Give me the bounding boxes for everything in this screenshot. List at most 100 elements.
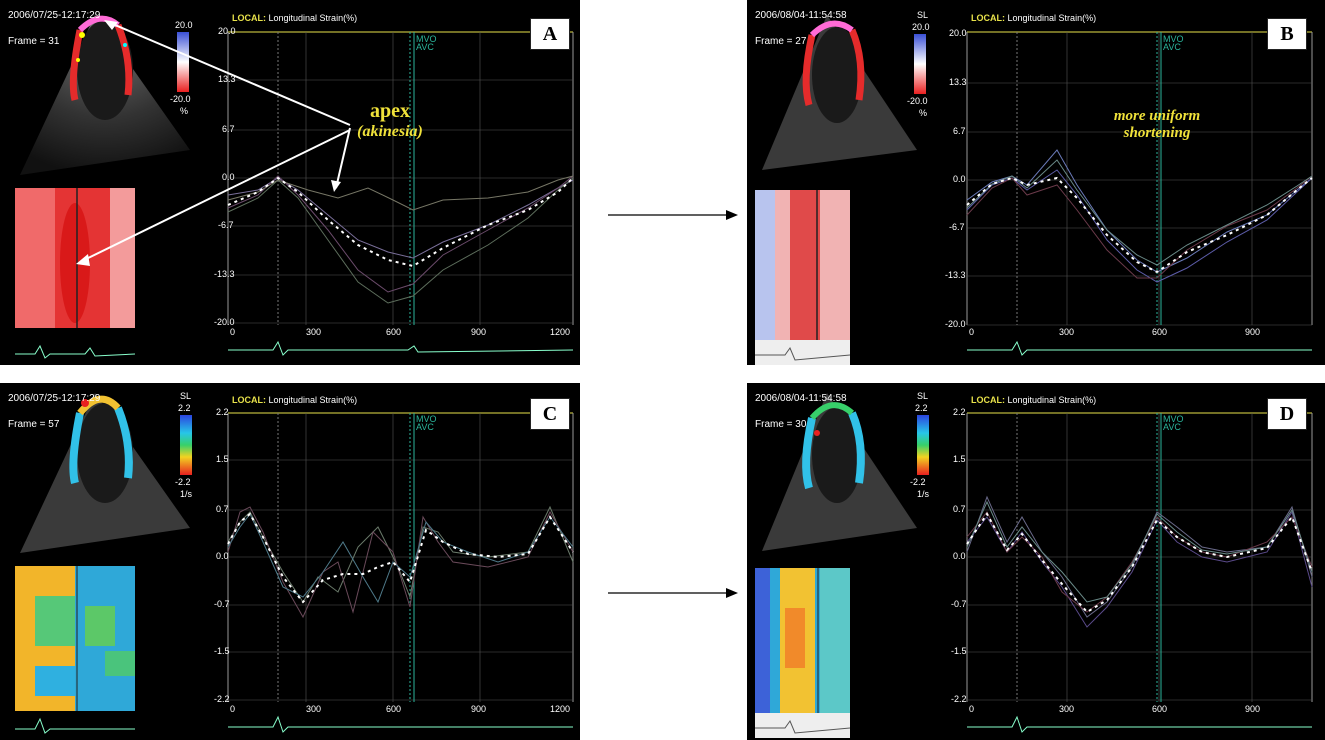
echo-image-d xyxy=(747,383,937,568)
scale-top-c: 2.2 xyxy=(178,403,191,413)
xtick-b-1: 300 xyxy=(1059,327,1074,337)
xtick-a-0: 0 xyxy=(230,327,235,337)
panel-b: 2006/08/04-11:54:58 Frame = 27 SL 20.0 -… xyxy=(747,0,1325,365)
panel-c: 2006/07/25-12:17:29 Frame = 57 SL 2.2 -2… xyxy=(0,383,580,740)
ytick-d-3: 0.0 xyxy=(953,551,966,561)
echo-image-c xyxy=(0,383,215,568)
xtick-c-0: 0 xyxy=(230,704,235,714)
mvo-label-d: MVO xyxy=(1163,414,1184,424)
avc-label-c: AVC xyxy=(416,422,434,432)
colorbar-d xyxy=(917,415,929,475)
frame-label-c: Frame = 57 xyxy=(8,419,60,430)
apex-arrows xyxy=(76,20,351,266)
strain-rate-plot-d: MVO AVC 2.2 1.5 0.7 0.0 -0.7 -1.5 -2.2 0… xyxy=(951,402,1313,737)
avc-label-a: AVC xyxy=(416,42,434,52)
strain-svg-a: MVO AVC 20.0 13.3 6.7 0.0 -6.7 -13.3 -20… xyxy=(214,26,574,356)
scale-label-d: SL xyxy=(917,391,929,401)
mmode-map-b xyxy=(755,190,850,340)
scale-unit-c: 1/s xyxy=(180,489,193,499)
ytick-a-1: 13.3 xyxy=(218,74,236,84)
timestamp-c: 2006/07/25-12:17:29 xyxy=(8,393,101,404)
timestamp-b: 2006/08/04-11:54:58 xyxy=(755,10,847,21)
xtick-b-2: 600 xyxy=(1152,327,1167,337)
header-a: LOCAL: Longitudinal Strain(%) xyxy=(232,13,357,23)
ytick-d-0: 2.2 xyxy=(953,407,966,417)
scale-label-b: SL xyxy=(917,10,929,20)
ytick-a-4: -6.7 xyxy=(218,220,234,230)
xtick-d-1: 300 xyxy=(1059,704,1074,714)
panel-d: 2006/08/04-11:54:58 Frame = 30 SL 2.2 -2… xyxy=(747,383,1325,740)
uniform-line2: shortening xyxy=(1123,125,1191,141)
scale-unit-d: 1/s xyxy=(917,489,930,499)
xtick-c-2: 600 xyxy=(386,704,401,714)
header-text: Longitudinal Strain(%) xyxy=(268,13,358,23)
mmode-map-c xyxy=(15,566,135,711)
strain-svg-b: MVO AVC 20.0 13.3 6.7 0.0 -6.7 -13.3 -20… xyxy=(945,28,1313,356)
frame-label-a: Frame = 31 xyxy=(8,36,60,47)
mmode-map-a xyxy=(15,188,135,338)
annotation-uniform: more uniform shortening xyxy=(1087,108,1227,142)
strain-plot-a: MVO AVC 20.0 13.3 6.7 0.0 -6.7 -13.3 -20… xyxy=(214,20,574,360)
header-text-d: Longitudinal Strain(%) xyxy=(1007,395,1097,405)
apex-label: apex xyxy=(370,100,410,122)
header-d: LOCAL: Longitudinal Strain(%) xyxy=(971,395,1096,405)
xtick-b-0: 0 xyxy=(969,327,974,337)
xtick-d-0: 0 xyxy=(969,704,974,714)
panel-letter-b: B xyxy=(1267,18,1307,50)
avc-label-d: AVC xyxy=(1163,422,1181,432)
echo-sector-a xyxy=(20,15,190,175)
header-text-b: Longitudinal Strain(%) xyxy=(1007,13,1097,23)
strain-rate-svg-c: MVO AVC 2.2 1.5 0.7 0.0 -0.7 -1.5 -2.2 0… xyxy=(214,407,574,733)
header-label-b: LOCAL: xyxy=(971,13,1005,23)
akinesia-label: (akinesia) xyxy=(357,123,423,140)
scale-unit-a: % xyxy=(180,106,189,116)
scale-bottom-b: -20.0 xyxy=(907,96,928,106)
ytick-b-4: -6.7 xyxy=(949,222,965,232)
mvo-label-b: MVO xyxy=(1163,34,1184,44)
panel-letter-d: D xyxy=(1267,398,1307,430)
timestamp-d: 2006/08/04-11:54:58 xyxy=(755,393,847,404)
xtick-b-3: 900 xyxy=(1245,327,1260,337)
scale-bottom-a: -20.0 xyxy=(170,94,191,104)
xtick-c-1: 300 xyxy=(306,704,321,714)
scale-bottom-d: -2.2 xyxy=(910,477,926,487)
header-label-d: LOCAL: xyxy=(971,395,1005,405)
ytick-b-2: 6.7 xyxy=(953,126,966,136)
ytick-b-6: -20.0 xyxy=(945,319,966,329)
header-label: LOCAL: xyxy=(232,13,266,23)
xtick-a-3: 900 xyxy=(471,327,486,337)
xtick-c-4: 1200 xyxy=(550,704,570,714)
ytick-c-2: 0.7 xyxy=(216,504,229,514)
ytick-a-5: -13.3 xyxy=(214,269,235,279)
header-b: LOCAL: Longitudinal Strain(%) xyxy=(971,13,1096,23)
xtick-a-1: 300 xyxy=(306,327,321,337)
ytick-d-6: -2.2 xyxy=(951,694,967,704)
ecg-trace-c-left xyxy=(15,713,135,737)
scale-label-c: SL xyxy=(180,391,192,401)
ytick-d-2: 0.7 xyxy=(953,504,966,514)
ytick-a-6: -20.0 xyxy=(214,317,235,327)
scale-unit-b: % xyxy=(919,108,928,118)
scale-bottom-c: -2.2 xyxy=(175,477,191,487)
mvo-label-a: MVO xyxy=(416,34,437,44)
ytick-c-1: 1.5 xyxy=(216,454,229,464)
echo-image-a xyxy=(0,0,215,185)
strain-rate-svg-d: MVO AVC 2.2 1.5 0.7 0.0 -0.7 -1.5 -2.2 0… xyxy=(951,407,1313,733)
colorbar-a xyxy=(177,32,189,92)
mmode-ecg-b xyxy=(755,340,850,365)
ytick-b-5: -13.3 xyxy=(945,270,966,280)
panel-letter-a: A xyxy=(530,18,570,50)
arrow-c-to-d xyxy=(608,588,738,598)
ytick-c-5: -1.5 xyxy=(214,646,230,656)
ytick-a-2: 6.7 xyxy=(222,124,235,134)
ecg-trace-a-left xyxy=(15,340,135,362)
ytick-d-4: -0.7 xyxy=(951,599,967,609)
uniform-line1: more uniform xyxy=(1113,108,1201,124)
header-c: LOCAL: Longitudinal Strain(%) xyxy=(232,395,357,405)
scale-top-d: 2.2 xyxy=(915,403,928,413)
xtick-d-3: 900 xyxy=(1245,704,1260,714)
arrow-a-to-b xyxy=(608,210,738,220)
ytick-c-3: 0.0 xyxy=(216,551,229,561)
annotation-apex: apex (akinesia) xyxy=(345,100,435,141)
mvo-label-c: MVO xyxy=(416,414,437,424)
